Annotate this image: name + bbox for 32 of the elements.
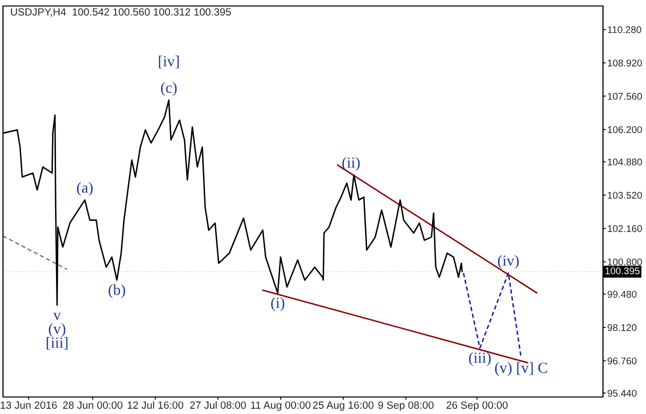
x-tick-label: 12 Jul 16:00: [128, 401, 184, 409]
annotation: v (v) [iii]: [46, 312, 68, 350]
annotation: (b): [108, 284, 126, 298]
annotation: [iv]: [158, 56, 179, 68]
y-tick-label: 103.520: [608, 192, 642, 199]
y-tick-label: 95.440: [608, 390, 637, 397]
annotation: (a): [77, 182, 93, 196]
x-tick-label: 28 Jun 00:00: [63, 401, 122, 409]
x-tick-label: 27 Jul 08:00: [190, 401, 246, 409]
annotation: (iv): [498, 255, 519, 269]
y-tick-label: 96.760: [608, 357, 637, 364]
y-tick-label: 100.800: [608, 258, 642, 266]
annotation: (i): [271, 297, 284, 312]
y-tick-label: 107.560: [608, 92, 642, 100]
y-tick-label: 108.920: [608, 60, 642, 66]
x-tick-label: 25 Aug 16:00: [313, 401, 374, 411]
annotation: (iii): [469, 352, 491, 366]
x-tick-label: 11 Aug 00:00: [251, 401, 310, 411]
y-tick-label: 110.280: [608, 26, 642, 34]
x-tick-label: 13 Jun 2016: [0, 401, 57, 409]
y-tick-label: 102.160: [608, 225, 642, 232]
annotation: (c): [161, 82, 177, 96]
y-tick-label: 106.200: [608, 126, 642, 134]
ref-line-label: 100.395: [606, 267, 640, 274]
x-tick-label: 9 Sep 08:00: [378, 401, 434, 411]
annotation: (v) [v] C: [495, 362, 548, 376]
y-tick-label: 104.880: [608, 158, 642, 166]
annotation: (ii): [342, 157, 360, 171]
x-tick-label: 26 Sep 00:00: [446, 401, 508, 411]
chart-title: USDJPY,H4 100.542 100.560 100.312 100.395: [11, 8, 231, 17]
y-tick-label: 98.120: [608, 324, 637, 332]
y-tick-label: 99.480: [608, 290, 637, 298]
